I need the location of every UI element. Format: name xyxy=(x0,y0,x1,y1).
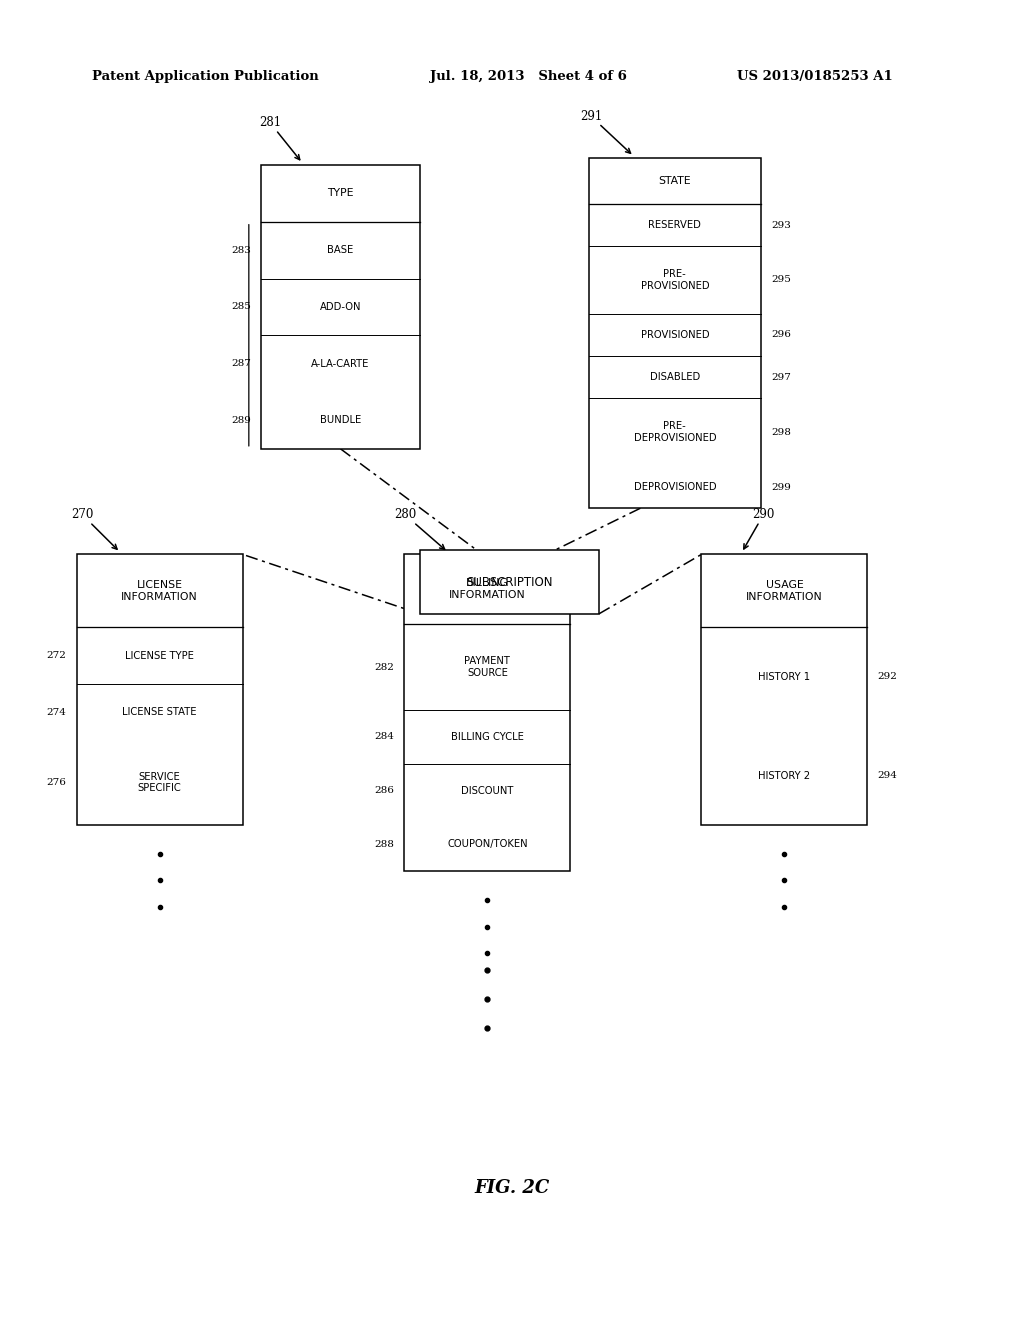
Text: SUBSCRIPTION: SUBSCRIPTION xyxy=(466,576,553,589)
Text: HISTORY 1: HISTORY 1 xyxy=(759,672,810,682)
Text: 280: 280 xyxy=(394,508,444,549)
Text: 281: 281 xyxy=(259,116,300,160)
Bar xyxy=(589,158,761,508)
Text: A-LA-CARTE: A-LA-CARTE xyxy=(311,359,370,368)
Bar xyxy=(261,165,420,449)
Text: 291: 291 xyxy=(580,110,631,153)
Text: SERVICE
SPECIFIC: SERVICE SPECIFIC xyxy=(138,772,181,793)
Text: 289: 289 xyxy=(231,416,251,425)
Text: PAYMENT
SOURCE: PAYMENT SOURCE xyxy=(465,656,510,678)
Text: 272: 272 xyxy=(47,651,67,660)
Text: PRE-
DEPROVISIONED: PRE- DEPROVISIONED xyxy=(634,421,716,444)
Text: 283: 283 xyxy=(231,246,251,255)
Text: DEPROVISIONED: DEPROVISIONED xyxy=(634,482,716,492)
Text: 286: 286 xyxy=(375,787,394,795)
Text: 292: 292 xyxy=(878,672,897,681)
Text: 293: 293 xyxy=(771,220,791,230)
Bar xyxy=(77,554,243,825)
Text: RESERVED: RESERVED xyxy=(648,220,701,230)
Text: FIG. 2C: FIG. 2C xyxy=(474,1179,550,1197)
Text: 297: 297 xyxy=(771,372,791,381)
Text: HISTORY 2: HISTORY 2 xyxy=(759,771,810,780)
Text: DISABLED: DISABLED xyxy=(649,372,700,383)
Text: 290: 290 xyxy=(743,508,774,549)
Text: 298: 298 xyxy=(771,428,791,437)
Text: 294: 294 xyxy=(878,771,897,780)
Text: USAGE
INFORMATION: USAGE INFORMATION xyxy=(746,579,822,602)
Text: ADD-ON: ADD-ON xyxy=(319,302,361,312)
Text: BUNDLE: BUNDLE xyxy=(319,416,361,425)
Bar xyxy=(701,554,867,825)
Bar xyxy=(420,550,599,614)
Text: Patent Application Publication: Patent Application Publication xyxy=(92,70,318,83)
Text: LICENSE TYPE: LICENSE TYPE xyxy=(125,651,195,661)
Text: 285: 285 xyxy=(231,302,251,312)
Text: PRE-
PROVISIONED: PRE- PROVISIONED xyxy=(640,269,710,290)
Text: COUPON/TOKEN: COUPON/TOKEN xyxy=(447,840,527,849)
Text: 287: 287 xyxy=(231,359,251,368)
Text: 274: 274 xyxy=(47,708,67,717)
Text: 282: 282 xyxy=(375,663,394,672)
Text: LICENSE
INFORMATION: LICENSE INFORMATION xyxy=(122,579,198,602)
Text: TYPE: TYPE xyxy=(328,189,353,198)
Bar xyxy=(404,554,570,871)
Text: BILLING
INFORMATION: BILLING INFORMATION xyxy=(450,578,525,601)
Text: 288: 288 xyxy=(375,840,394,849)
Text: PROVISIONED: PROVISIONED xyxy=(640,330,710,341)
Text: 284: 284 xyxy=(375,733,394,742)
Text: LICENSE STATE: LICENSE STATE xyxy=(123,708,197,717)
Text: 299: 299 xyxy=(771,483,791,491)
Text: BASE: BASE xyxy=(328,246,353,255)
Text: 296: 296 xyxy=(771,330,791,339)
Text: BILLING CYCLE: BILLING CYCLE xyxy=(451,731,524,742)
Text: STATE: STATE xyxy=(658,176,691,186)
Text: US 2013/0185253 A1: US 2013/0185253 A1 xyxy=(737,70,893,83)
Text: Jul. 18, 2013   Sheet 4 of 6: Jul. 18, 2013 Sheet 4 of 6 xyxy=(430,70,627,83)
Text: 270: 270 xyxy=(72,508,117,549)
Text: DISCOUNT: DISCOUNT xyxy=(461,785,514,796)
Text: 295: 295 xyxy=(771,276,791,284)
Text: 276: 276 xyxy=(47,779,67,787)
